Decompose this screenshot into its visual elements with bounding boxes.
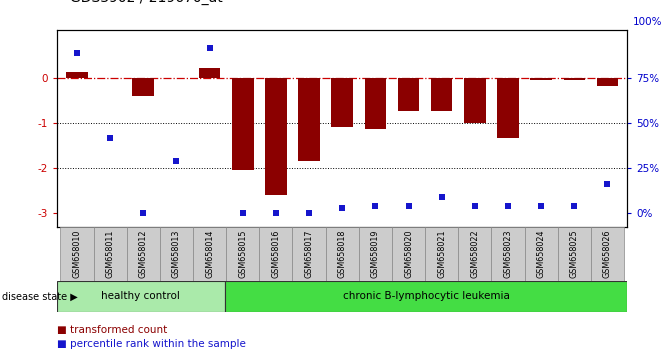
- Text: GSM658025: GSM658025: [570, 230, 579, 278]
- Bar: [331, 78, 353, 127]
- Point: [138, 210, 148, 216]
- Bar: [193, 227, 226, 281]
- Bar: [160, 227, 193, 281]
- Bar: [166, 78, 187, 79]
- Bar: [591, 227, 624, 281]
- Bar: [293, 227, 325, 281]
- Text: GSM658018: GSM658018: [338, 230, 347, 278]
- Bar: [99, 78, 121, 79]
- Text: healthy control: healthy control: [101, 291, 180, 302]
- Bar: [132, 78, 154, 96]
- Bar: [497, 78, 519, 138]
- Text: GSM658026: GSM658026: [603, 230, 612, 278]
- Text: GSM658021: GSM658021: [437, 230, 446, 278]
- Text: GSM658016: GSM658016: [271, 230, 280, 278]
- Point: [304, 210, 315, 216]
- Bar: [364, 78, 386, 130]
- Text: GSM658015: GSM658015: [238, 230, 247, 278]
- Bar: [558, 227, 591, 281]
- Bar: [127, 227, 160, 281]
- Point: [370, 204, 380, 209]
- Point: [569, 204, 580, 209]
- Bar: [232, 78, 254, 170]
- Text: GSM658020: GSM658020: [404, 230, 413, 278]
- Text: chronic B-lymphocytic leukemia: chronic B-lymphocytic leukemia: [343, 291, 509, 302]
- Bar: [525, 227, 558, 281]
- Text: GSM658013: GSM658013: [172, 230, 181, 278]
- Point: [105, 136, 115, 141]
- Bar: [299, 78, 320, 161]
- Bar: [226, 227, 259, 281]
- Text: GSM658010: GSM658010: [72, 230, 81, 278]
- Bar: [66, 72, 88, 78]
- Bar: [597, 78, 618, 86]
- Bar: [398, 78, 419, 112]
- Point: [204, 45, 215, 51]
- Bar: [325, 227, 359, 281]
- Text: 100%: 100%: [633, 17, 662, 27]
- Text: GSM658012: GSM658012: [139, 230, 148, 278]
- Text: ■ transformed count: ■ transformed count: [57, 325, 167, 335]
- Text: GSM658023: GSM658023: [503, 230, 513, 278]
- Text: GSM658024: GSM658024: [537, 230, 546, 278]
- Point: [72, 50, 83, 56]
- Bar: [265, 78, 287, 195]
- Text: GDS3902 / 219670_at: GDS3902 / 219670_at: [70, 0, 223, 5]
- Point: [503, 204, 513, 209]
- Bar: [225, 281, 627, 312]
- Bar: [60, 227, 93, 281]
- Point: [171, 158, 182, 164]
- Bar: [259, 227, 293, 281]
- Point: [403, 204, 414, 209]
- Bar: [57, 281, 225, 312]
- Bar: [392, 227, 425, 281]
- Bar: [93, 227, 127, 281]
- Text: GSM658022: GSM658022: [470, 230, 479, 278]
- Text: disease state ▶: disease state ▶: [2, 291, 78, 302]
- Point: [436, 194, 447, 200]
- Bar: [491, 227, 525, 281]
- Bar: [199, 68, 220, 78]
- Bar: [431, 78, 452, 112]
- Text: GSM658017: GSM658017: [305, 230, 313, 278]
- Bar: [425, 227, 458, 281]
- Text: GSM658011: GSM658011: [105, 230, 115, 278]
- Bar: [458, 227, 491, 281]
- Bar: [564, 78, 585, 80]
- Point: [270, 210, 281, 216]
- Point: [238, 210, 248, 216]
- Text: GSM658019: GSM658019: [371, 230, 380, 278]
- Point: [536, 204, 547, 209]
- Bar: [359, 227, 392, 281]
- Bar: [464, 78, 486, 123]
- Point: [470, 204, 480, 209]
- Point: [337, 206, 348, 211]
- Text: ■ percentile rank within the sample: ■ percentile rank within the sample: [57, 339, 246, 349]
- Bar: [530, 78, 552, 80]
- Point: [602, 181, 613, 187]
- Text: GSM658014: GSM658014: [205, 230, 214, 278]
